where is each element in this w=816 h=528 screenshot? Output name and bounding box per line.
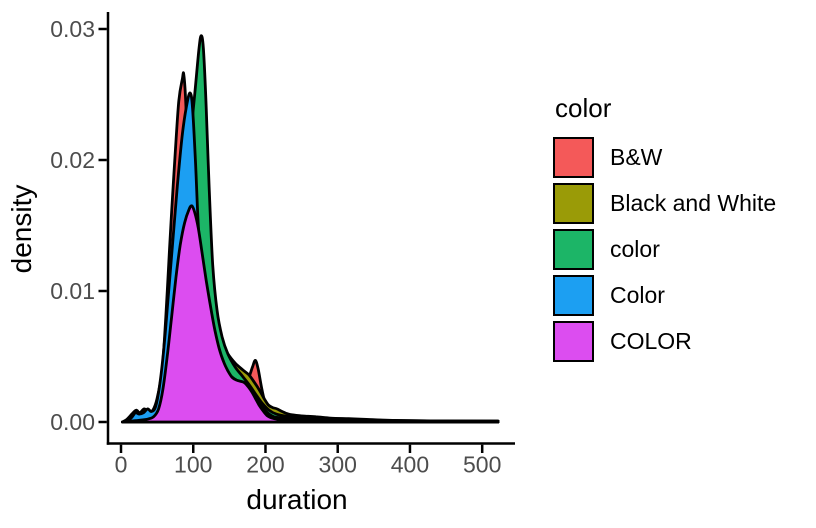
x-tick-label: 100	[174, 452, 212, 478]
x-axis-title: duration	[246, 484, 348, 515]
x-tick-label: 200	[246, 452, 284, 478]
legend-item-2: color	[553, 229, 776, 270]
legend-item-4: COLOR	[553, 321, 776, 362]
density-curve-color	[121, 204, 500, 424]
y-tick-label: 0.03	[50, 16, 95, 42]
legend-key-swatch	[553, 183, 594, 224]
x-tick-label: 0	[115, 452, 128, 478]
legend-item-label: Color	[610, 282, 665, 308]
legend-item-label: COLOR	[610, 328, 692, 354]
legend-item-label: B&W	[610, 144, 663, 170]
y-axis-title: density	[6, 184, 37, 274]
legend-title: color	[555, 93, 612, 123]
legend-item-3: Color	[553, 275, 776, 316]
legend-key-swatch	[553, 275, 594, 316]
legend-items: B&W Black and White color Color COLOR	[553, 137, 776, 362]
legend-item-label: color	[610, 236, 660, 262]
legend-key-swatch	[553, 321, 594, 362]
legend-item-label: Black and White	[610, 190, 777, 216]
x-tick-label: 400	[391, 452, 429, 478]
y-tick-label: 0.00	[50, 409, 95, 435]
legend: color B&W Black and White color Color COLOR	[553, 93, 776, 367]
legend-key-swatch	[553, 229, 594, 270]
legend-item-0: B&W	[553, 137, 776, 178]
legend-key-swatch	[553, 137, 594, 178]
legend-item-1: Black and White	[553, 183, 776, 224]
x-tick-label: 500	[463, 452, 501, 478]
x-tick-label: 300	[319, 452, 357, 478]
y-tick-label: 0.01	[50, 278, 95, 304]
y-tick-label: 0.02	[50, 147, 95, 173]
